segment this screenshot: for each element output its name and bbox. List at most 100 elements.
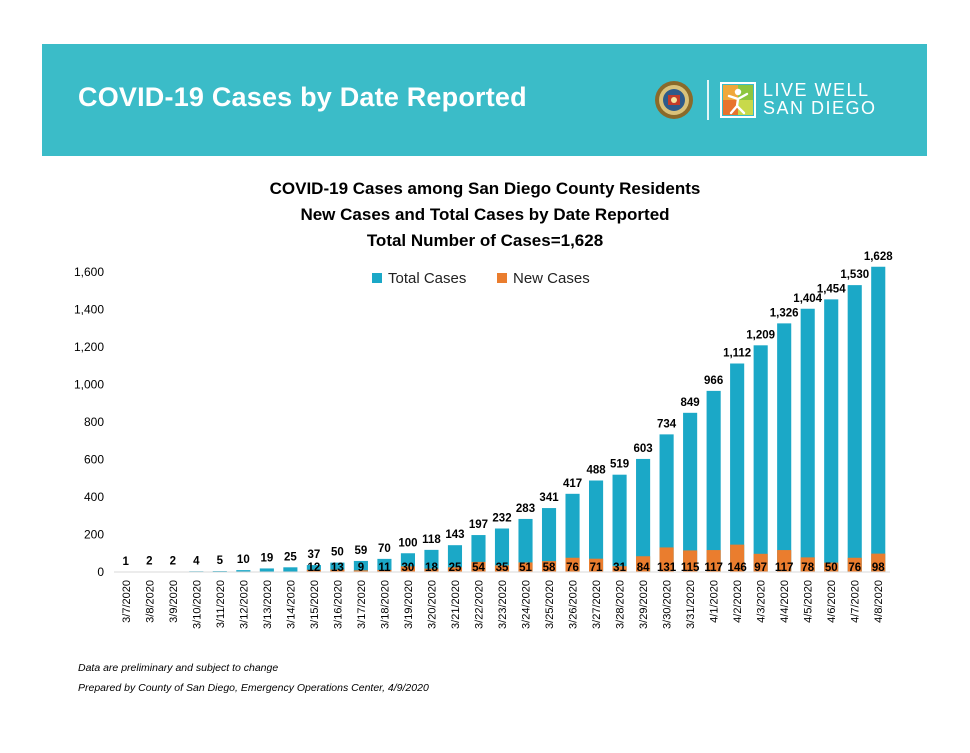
x-tick-label: 3/29/2020 (638, 580, 650, 629)
footnote-preliminary: Data are preliminary and subject to chan… (78, 662, 279, 674)
total-cases-data-label: 1,530 (840, 269, 869, 281)
x-tick-label: 3/27/2020 (591, 580, 603, 629)
total-cases-bar (589, 480, 604, 572)
y-tick-label: 1,200 (74, 340, 104, 354)
x-tick-label: 3/12/2020 (238, 580, 250, 629)
x-tick-label: 3/20/2020 (426, 580, 438, 629)
new-cases-bar (377, 569, 392, 572)
total-cases-bar (353, 560, 368, 572)
legend-swatch (372, 273, 382, 283)
x-tick-label: 4/7/2020 (850, 580, 862, 623)
x-tick-label: 4/8/2020 (873, 580, 885, 623)
x-tick-label: 3/18/2020 (379, 580, 391, 629)
x-tick-label: 3/30/2020 (662, 580, 674, 629)
new-cases-bar (847, 557, 862, 572)
new-cases-bar (777, 550, 792, 572)
y-tick-label: 1,000 (74, 378, 104, 392)
total-cases-bar (636, 458, 651, 572)
total-cases-data-label: 25 (284, 551, 297, 563)
x-tick-label: 3/10/2020 (191, 580, 203, 629)
new-cases-bar (400, 566, 415, 572)
total-cases-bar (377, 558, 392, 572)
total-cases-bar (847, 285, 862, 572)
total-cases-data-label: 417 (563, 478, 582, 490)
legend-label: New Cases (513, 270, 590, 287)
new-cases-data-label: 30 (402, 562, 415, 574)
new-cases-data-label: 9 (358, 562, 364, 574)
new-cases-data-label: 76 (848, 562, 861, 574)
total-cases-data-label: 10 (237, 554, 250, 566)
live-well-wordmark: LIVE WELL SAN DIEGO (763, 81, 877, 117)
new-cases-data-label: 58 (543, 562, 556, 574)
total-cases-data-label: 2 (146, 556, 152, 568)
new-cases-data-label: 50 (825, 562, 838, 574)
x-tick-label: 3/23/2020 (497, 580, 509, 629)
new-cases-bar (353, 570, 368, 572)
x-tick-label: 3/16/2020 (332, 580, 344, 629)
x-tick-label: 3/19/2020 (403, 580, 415, 629)
total-cases-data-label: 1,404 (793, 293, 822, 305)
x-tick-label: 3/21/2020 (450, 580, 462, 629)
x-tick-label: 4/6/2020 (826, 580, 838, 623)
new-cases-bar (800, 557, 815, 572)
x-tick-label: 3/8/2020 (144, 580, 156, 623)
x-tick-label: 3/13/2020 (262, 580, 274, 629)
total-cases-data-label: 734 (657, 418, 677, 430)
total-cases-data-label: 603 (633, 443, 652, 455)
x-tick-label: 3/26/2020 (568, 580, 580, 629)
total-cases-data-label: 50 (331, 547, 344, 559)
new-cases-bar (871, 553, 886, 572)
x-tick-label: 4/1/2020 (709, 580, 721, 623)
x-tick-label: 3/28/2020 (615, 580, 627, 629)
county-seal-icon (655, 81, 693, 119)
x-tick-label: 3/22/2020 (473, 580, 485, 629)
total-cases-data-label: 1,209 (746, 329, 775, 341)
total-cases-bar (424, 549, 439, 572)
brand-line-2: SAN DIEGO (763, 98, 877, 118)
total-cases-bar (730, 363, 745, 572)
total-cases-data-label: 1,326 (770, 307, 799, 319)
y-tick-label: 1,600 (74, 265, 104, 279)
new-cases-bar (683, 550, 698, 572)
new-cases-data-label: 117 (704, 562, 723, 574)
new-cases-bar (824, 562, 839, 572)
y-tick-label: 800 (84, 415, 104, 429)
total-cases-data-label: 4 (193, 555, 200, 567)
new-cases-data-label: 76 (566, 562, 579, 574)
y-tick-label: 600 (84, 453, 104, 467)
new-cases-data-label: 71 (590, 562, 603, 574)
new-cases-data-label: 18 (425, 562, 438, 574)
x-tick-label: 3/25/2020 (544, 580, 556, 629)
total-cases-bar (306, 565, 321, 572)
total-cases-data-label: 118 (422, 534, 441, 546)
total-cases-bar (683, 412, 698, 572)
live-well-figure-icon (720, 82, 756, 118)
chart-title: COVID-19 Cases among San Diego County Re… (0, 176, 970, 254)
total-cases-bar (494, 528, 510, 572)
total-cases-data-label: 2 (170, 556, 176, 568)
new-cases-data-label: 115 (681, 562, 700, 574)
x-tick-label: 4/2/2020 (732, 580, 744, 623)
new-cases-data-label: 117 (775, 562, 794, 574)
total-cases-bar (800, 308, 815, 572)
total-cases-data-label: 100 (398, 537, 417, 549)
y-tick-label: 1,400 (74, 303, 104, 317)
x-tick-label: 4/3/2020 (756, 580, 768, 623)
new-cases-data-label: 54 (472, 562, 485, 574)
new-cases-bar (612, 566, 627, 572)
x-tick-label: 3/9/2020 (168, 580, 180, 623)
new-cases-data-label: 12 (307, 562, 320, 574)
new-cases-bar (306, 569, 321, 572)
new-cases-bar (471, 561, 486, 572)
chart-title-line-1: COVID-19 Cases among San Diego County Re… (269, 179, 701, 198)
x-tick-label: 4/4/2020 (779, 580, 791, 623)
x-tick-label: 4/5/2020 (803, 580, 815, 623)
new-cases-bar (730, 544, 745, 572)
new-cases-bar (589, 558, 604, 572)
total-cases-data-label: 5 (217, 555, 224, 567)
new-cases-data-label: 84 (637, 562, 650, 574)
total-cases-data-label: 1,454 (817, 283, 846, 295)
new-cases-bar (565, 557, 580, 572)
new-cases-bar (753, 553, 768, 572)
